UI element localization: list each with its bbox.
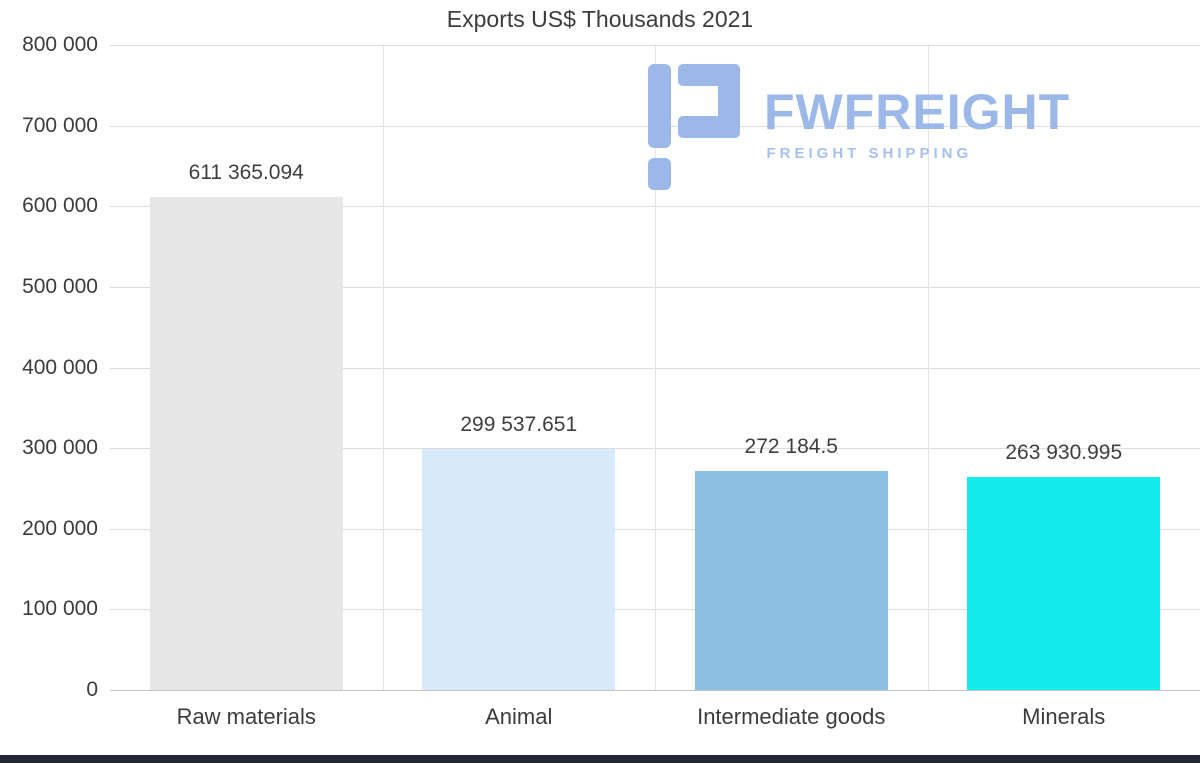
y-tick-label: 500 000 [22,274,98,298]
x-category-label: Raw materials [176,704,316,729]
bottom-bar [0,755,1200,763]
x-category-label: Minerals [1022,704,1106,729]
brand-tagline: FREIGHT SHIPPING [766,144,973,162]
bar [694,470,888,690]
brand-logo: FWFREIGHT FREIGHT SHIPPING [648,64,1070,190]
chart-title: Exports US$ Thousands 2021 [446,6,754,32]
y-axis: 800 000 700 000 600 000 500 000 400 000 300 0… [0,33,98,701]
gridline-vertical [927,45,929,690]
y-tick-label: 100 000 [22,597,98,621]
brand-name: FWFREIGHT [764,84,1071,140]
gridline-vertical [655,45,656,690]
y-tick-label: 600 000 [22,194,98,218]
y-tick-label: 400 000 [22,355,98,379]
bar-value-label: 263 930.995 [1005,441,1123,465]
brand-text: FWFREIGHT FREIGHT SHIPPING [764,64,1070,162]
bar [967,477,1161,690]
x-axis: Raw materials Animal Intermediate goods Min… [110,704,1200,738]
gridline-vertical [382,45,384,690]
gridline-horizontal [110,690,1200,691]
y-tick-label: 700 000 [22,113,98,137]
brand-logo-icon [648,64,740,190]
bar-value-label: 611 365.094 [188,161,304,185]
y-tick-label: 200 000 [22,516,98,540]
bar [149,197,343,690]
x-category-label: Intermediate goods [697,704,886,729]
bar [422,448,616,690]
x-category-label: Animal [485,704,553,729]
y-tick-label: 0 [86,678,98,701]
y-tick-label: 800 000 [22,33,98,56]
bar-value-label: 272 184.5 [744,434,838,458]
y-tick-label: 300 000 [22,436,98,460]
bar-value-label: 299 537.651 [460,412,578,436]
